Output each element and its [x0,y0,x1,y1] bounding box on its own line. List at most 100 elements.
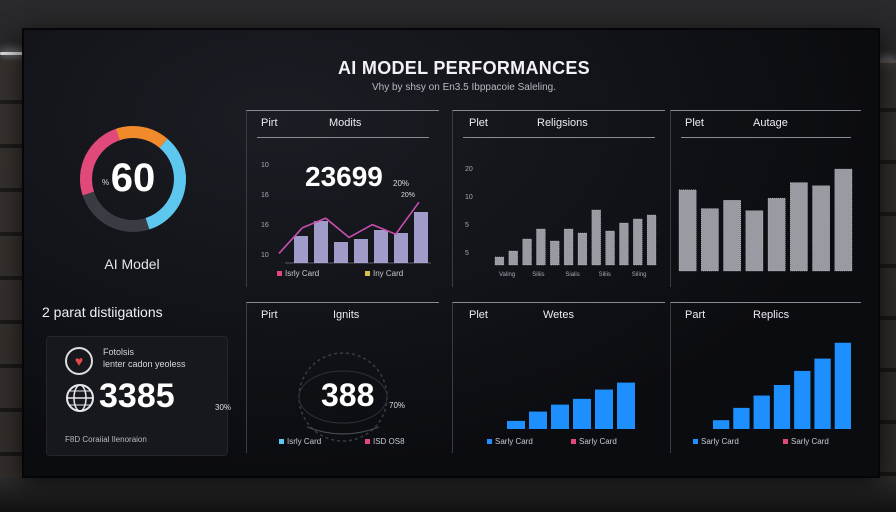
panel-religions-h2: Religsions [537,117,588,129]
panel-models-h1: Pirt [261,117,278,129]
religions-xtick: Siliis [599,272,611,278]
panel-models-h2: Modits [329,117,362,129]
replics-bar [753,395,770,429]
panel-wetes-h1: Plet [469,309,488,321]
bookshelf-left [0,60,22,480]
wetes-bar [595,389,613,429]
models-chart: 10 16 16 10 20% [261,162,431,264]
panel-replics-legend-2: Sarly Card [783,437,829,446]
panel-ignits-percent: 70% [389,401,406,410]
models-bar-tag: 20% [401,192,415,199]
religions-bar [577,232,588,266]
globe-icon [66,384,94,412]
religions-ytick: 5 [465,250,469,257]
religions-bar [646,214,657,266]
panel-religions-rule [463,137,655,138]
panel-replics-h2: Replics [753,309,790,321]
models-bar [394,233,408,263]
panel-replics[interactable]: Part Replics Sarly Card Sarly Card [670,302,861,453]
ignits-radial [298,352,388,442]
gauge-percent-symbol: % [102,178,110,187]
panel-ignits-h2: Ignits [333,309,360,321]
religions-xtick: Valing [499,272,515,278]
models-bar [294,236,308,263]
panel-replics-h1: Part [685,309,706,321]
models-ytick: 16 [261,222,269,229]
panel-religions[interactable]: Plet Religsions 20 10 5 5 Valing Siliis Sialis… [452,110,665,287]
feature-card-line1: Fotolsis [103,347,135,357]
replics-bar [733,407,750,429]
wetes-bar [551,404,569,429]
replics-bar [814,358,831,429]
religions-chart: 20 10 5 5 Valing Siliis Sialis Siliis Siling [465,166,657,278]
autage-bar [767,197,786,272]
models-bar [314,221,328,263]
feature-card-value: 3385 [99,377,175,415]
autage-chart [678,168,853,272]
models-ytick: 16 [261,192,269,199]
religions-ytick: 20 [465,166,473,173]
religions-bar [522,238,532,266]
religions-bar [536,228,546,266]
autage-bar [790,182,808,272]
religions-bar [591,209,601,266]
religions-bar [494,256,505,266]
panel-replics-legend-1: Sarly Card [693,437,739,446]
replics-bar [773,385,791,429]
models-bar [414,212,428,263]
panel-autage-h2: Autage [753,117,788,129]
feature-card-line2: lenter cadon yeoless [103,359,186,369]
religions-bar [605,230,615,266]
autage-bar [701,208,719,272]
replics-bar [834,342,851,429]
panel-wetes-h2: Wetes [543,309,574,321]
models-bar [374,230,388,263]
models-line [278,201,420,254]
panel-wetes[interactable]: Plet Wetes Sarly Card Sarly Card [452,302,665,453]
models-bar [354,239,368,263]
gauge-value: 60 [110,156,156,200]
panel-models-rule [257,137,429,138]
panel-ignits-value: 388 [321,377,375,413]
models-bar [334,242,348,263]
display-screen: AI MODEL PERFORMANCES Vhy by shsy on En3… [22,28,880,478]
religions-xtick: Siliis [532,272,544,278]
performance-gauge [80,126,186,232]
religions-ytick: 10 [465,194,473,201]
panel-wetes-legend-1: Sarly Card [487,437,533,446]
panel-models-legend-2: Iny Card [365,269,403,278]
models-ytick: 10 [261,252,269,259]
religions-bar [563,228,574,266]
autage-bar [745,210,764,272]
dashboard-title: AI MODEL PERFORMANCES [338,58,590,78]
wetes-bar [507,420,525,429]
replics-bar [794,370,811,429]
panel-autage[interactable]: Plet Autage [670,110,861,287]
panel-models-percent: 20% [393,179,410,188]
gauge-segment-blue [145,138,186,230]
models-ytick: 10 [261,162,269,169]
panel-autage-rule [681,137,851,138]
gauge-segment-orange [115,126,168,149]
replics-chart [713,342,851,429]
gauge-segment-pink [80,128,120,196]
panel-ignits[interactable]: Pirt Ignits 388 70% Isrly Card ISD OS8 [246,302,439,453]
panel-models-legend-1: Isrly Card [277,269,319,278]
feature-card[interactable]: ♥ Fotolsis lenter cadon yeoless 3385 30%… [46,336,232,456]
wetes-chart [507,382,635,429]
panel-models[interactable]: Pirt Modits 23699 20% 10 16 16 10 20% Isrly … [246,110,439,287]
religions-bar [619,222,629,266]
autage-bar [812,185,830,272]
autage-bar [723,200,741,272]
panel-ignits-h1: Pirt [261,309,278,321]
section-title: 2 parat distiigations [42,304,163,320]
tv-stand [0,478,896,512]
gauge-label: AI Model [104,256,160,272]
religions-xtick: Sialis [565,272,579,278]
panel-wetes-legend-2: Sarly Card [571,437,617,446]
panel-ignits-legend-1: Isrly Card [279,437,321,446]
religions-bar [550,240,560,266]
ceiling-light-left [0,52,26,55]
wetes-bar [617,382,635,429]
feature-card-percent: 30% [215,403,232,412]
